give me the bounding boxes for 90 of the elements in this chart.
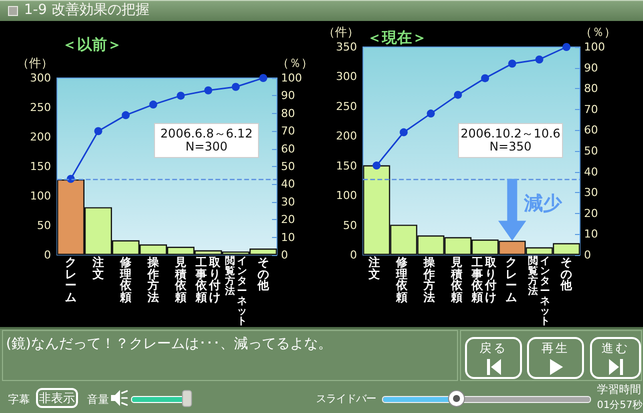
- y2-tick-label: 0: [584, 248, 591, 262]
- y-tick-label: 200: [30, 130, 51, 144]
- chart-title: ＜以前＞: [62, 36, 122, 54]
- y2-tick-label: 20: [584, 206, 598, 220]
- point: [94, 127, 102, 136]
- x-tick-label: 操作方法: [147, 255, 160, 304]
- y2-tick-label: 30: [584, 186, 598, 200]
- y2-tick-label: 30: [281, 195, 295, 208]
- y2-tick-label: 40: [584, 165, 598, 178]
- point: [232, 82, 240, 91]
- y2-tick-label: 40: [281, 178, 295, 191]
- point: [259, 74, 268, 82]
- point: [400, 128, 408, 136]
- point: [426, 110, 435, 118]
- y2-tick-label: 10: [584, 228, 598, 241]
- y2-tick-label: 100: [281, 72, 302, 84]
- y-tick-label: 300: [30, 72, 51, 84]
- y-tick-label: 50: [37, 219, 51, 232]
- y-tick-label: 250: [30, 101, 51, 114]
- y2-tick-label: 10: [281, 230, 295, 244]
- point: [204, 86, 212, 94]
- text: 学習時間: [597, 383, 641, 397]
- y-tick-label: 50: [343, 218, 357, 232]
- point: [508, 60, 516, 68]
- category-label: 取り付け工事依頼: [471, 255, 497, 304]
- y2-tick-label: 20: [281, 213, 295, 226]
- next-button: 進む: [590, 337, 641, 379]
- y2-tick-label: 0: [281, 248, 288, 262]
- y2-tick-label: 70: [584, 102, 598, 116]
- y2-tick-label: 80: [584, 82, 598, 96]
- category-label: 取り付け工事依頼: [196, 255, 221, 304]
- annotation: N=350: [490, 140, 532, 154]
- y-tick-label: 350: [336, 40, 357, 54]
- y2-tick-label: 80: [281, 106, 295, 120]
- x-tick-label: その他: [560, 255, 573, 292]
- text: スライドバー: [316, 393, 376, 406]
- y2-tick-label: 70: [281, 124, 295, 138]
- y-tick-label: 150: [336, 159, 357, 172]
- toggle-button: 非表示: [36, 388, 78, 408]
- point: [149, 100, 158, 109]
- x-tick-label: 操作方法: [423, 255, 436, 304]
- y2-tick-label: 90: [584, 61, 598, 74]
- x-tick-label: 見積依頼: [450, 255, 464, 304]
- y-tick-label: 200: [336, 130, 357, 143]
- y2-tick-label: 50: [584, 144, 598, 158]
- point: [372, 162, 381, 170]
- annotation: 2006.6.8～6.12: [160, 126, 253, 140]
- x-tick-label: 注文: [368, 255, 381, 280]
- y-tick-label: 250: [336, 100, 357, 113]
- y2-tick-label: 60: [584, 124, 598, 137]
- text: 音量: [87, 392, 109, 407]
- y2-tick-label: 50: [281, 160, 295, 173]
- y-tick-label: 100: [30, 190, 51, 202]
- y-tick-label: 0: [350, 248, 357, 262]
- previous-button: 戻る: [465, 337, 522, 379]
- y-axis-title: （件）: [323, 25, 359, 39]
- point: [481, 74, 490, 82]
- text: 字幕: [8, 392, 30, 407]
- point: [562, 43, 570, 51]
- y2-axis-title: （％）: [277, 56, 313, 70]
- x-tick-label: 注文: [92, 255, 104, 280]
- y-tick-label: 100: [336, 189, 357, 202]
- x-tick-label: 見積依頼: [174, 255, 187, 304]
- category-label: インターネット閲覧方法: [224, 256, 247, 327]
- x-tick-label: クレーム: [64, 255, 77, 304]
- x-tick-label: その他: [257, 255, 270, 292]
- chart-title: ＜現在＞: [367, 28, 427, 46]
- y-tick-label: 0: [44, 248, 51, 262]
- category-label: インターネット閲覧方法: [528, 256, 550, 327]
- x-tick-label: クレーム: [505, 255, 518, 304]
- y-axis-title: （件）: [17, 56, 53, 70]
- annotation: 減少: [523, 192, 564, 215]
- point: [122, 111, 130, 120]
- play-button: 再生: [527, 337, 584, 379]
- text: (鏡)なんだって！？クレームは･･･、減ってるよな。: [6, 335, 332, 353]
- y2-tick-label: 100: [584, 40, 605, 54]
- point: [535, 55, 544, 64]
- x-tick-label: 修理依頼: [120, 255, 132, 304]
- y2-axis-title: （％）: [580, 25, 616, 39]
- annotation: N=300: [186, 140, 228, 154]
- text: 1-9 改善効果の把握: [24, 2, 150, 19]
- annotation: 2006.10.2～10.6: [460, 126, 560, 140]
- point: [176, 92, 185, 100]
- y-tick-label: 300: [336, 70, 357, 84]
- y-tick-label: 150: [30, 160, 51, 173]
- x-tick-label: 修理依頼: [396, 255, 408, 304]
- y2-tick-label: 90: [281, 89, 295, 102]
- point: [454, 90, 462, 99]
- text: 01分57秒: [597, 399, 642, 413]
- y2-tick-label: 60: [281, 142, 295, 156]
